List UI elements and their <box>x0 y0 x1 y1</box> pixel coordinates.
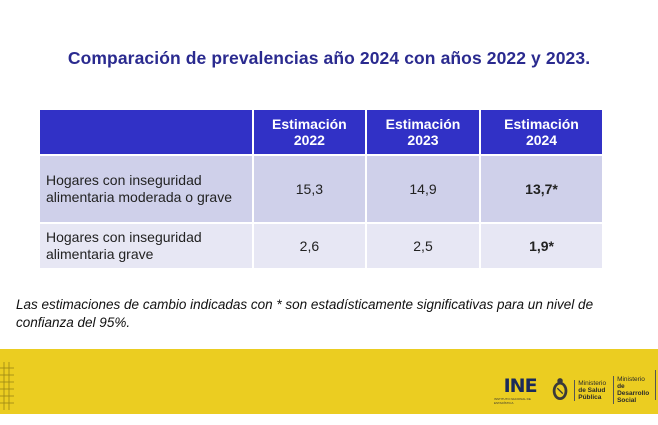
header-label: Estimación <box>504 116 579 132</box>
header-2023: Estimación 2023 <box>364 108 482 156</box>
cell-2022: 15,3 <box>251 154 367 224</box>
header-year: 2022 <box>293 132 325 148</box>
cell-2024: 13,7* <box>479 154 604 224</box>
cell-2023: 14,9 <box>364 154 482 224</box>
page-title: Comparación de prevalencias año 2024 con… <box>67 48 591 68</box>
header-empty <box>38 108 254 156</box>
header-label: Estimación <box>272 116 347 132</box>
row-label: Hogares con inseguridad alimentaria mode… <box>38 154 254 224</box>
header-label: Estimación <box>385 116 461 132</box>
header-2024: Estimación 2024 <box>479 108 604 156</box>
header-year: 2023 <box>407 132 439 148</box>
note-line: confianza del 95%. <box>16 315 131 330</box>
cell-2022: 2,6 <box>251 222 367 270</box>
prevalence-table: Estimación 2022 Estimación 2023 Estimaci… <box>38 108 604 270</box>
row-label: Hogares con inseguridad alimentaria grav… <box>38 222 254 270</box>
ministry-line: Social <box>617 397 637 404</box>
ine-logo: INE INSTITUTO NACIONAL DE ESTADÍSTICA <box>494 375 546 405</box>
header-year: 2024 <box>525 132 558 148</box>
header-2022: Estimación 2022 <box>251 108 367 156</box>
footer-logos: INE INSTITUTO NACIONAL DE ESTADÍSTICA Mi… <box>494 373 658 407</box>
ine-logo-text: INE <box>503 375 538 397</box>
ministry-line: Ministerio <box>617 376 645 383</box>
ministry-line: de Salud <box>578 386 606 394</box>
table-row: Hogares con inseguridad alimentaria grav… <box>38 222 604 270</box>
row-label-line: Hogares con inseguridad <box>46 172 202 188</box>
row-label-line: alimentaria moderada o grave <box>46 189 232 205</box>
note-line: Las estimaciones de cambio indicadas con… <box>16 297 594 312</box>
ministry-salud-publica: Ministerio de Salud Pública <box>574 379 609 401</box>
ministry-line: Pública <box>578 393 602 401</box>
table-row: Hogares con inseguridad alimentaria mode… <box>38 154 604 224</box>
table-header-row: Estimación 2022 Estimación 2023 Estimaci… <box>38 108 604 156</box>
cell-2023: 2,5 <box>364 222 482 270</box>
footer-band <box>0 349 658 414</box>
ministry-desarrollo-social: Ministerio de Desarrollo Social <box>613 376 658 404</box>
ine-logo-subtext: INSTITUTO NACIONAL DE ESTADÍSTICA <box>494 397 531 405</box>
grid-decoration-icon <box>0 362 14 410</box>
ministry-line: Ministerio <box>578 379 607 387</box>
row-label-line: alimentaria grave <box>46 246 154 262</box>
ministry-line: de Desarrollo <box>617 383 650 397</box>
row-label-line: Hogares con inseguridad <box>46 229 202 245</box>
logo-divider <box>655 370 656 400</box>
uruguay-coat-of-arms-icon <box>552 378 568 401</box>
significance-note: Las estimaciones de cambio indicadas con… <box>16 296 656 332</box>
cell-2024: 1,9* <box>479 222 604 270</box>
